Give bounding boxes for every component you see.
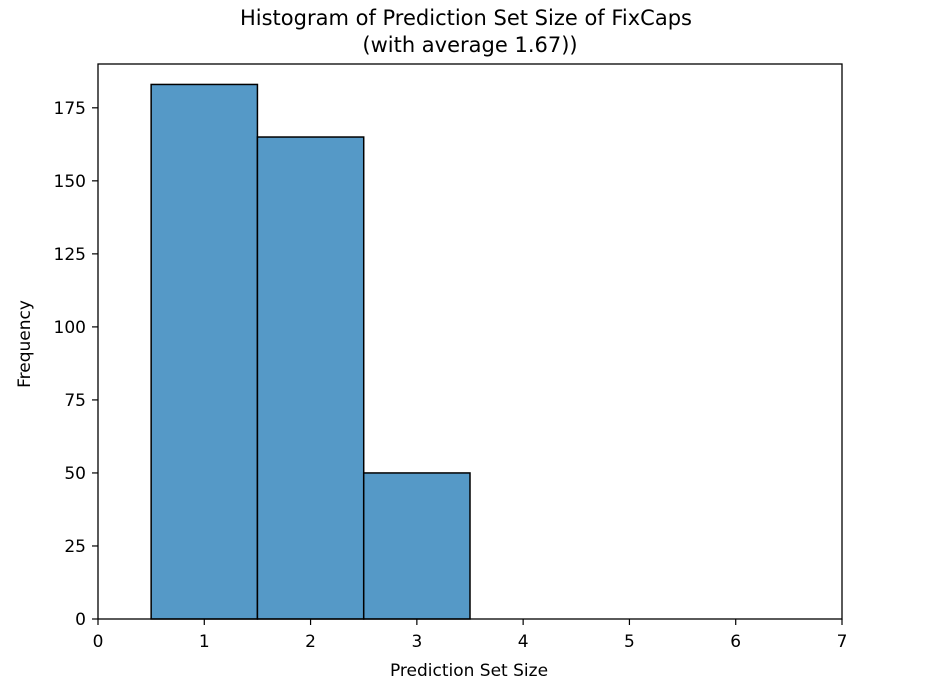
y-tick-label: 0 <box>75 610 86 630</box>
y-tick-label: 175 <box>54 99 86 119</box>
x-tick-label: 5 <box>624 632 635 652</box>
y-tick-label: 125 <box>54 245 86 265</box>
x-tick-label: 0 <box>93 632 104 652</box>
histogram-bar-3 <box>362 472 471 620</box>
x-tick-label: 1 <box>199 632 210 652</box>
y-tick-label: 25 <box>64 537 86 557</box>
x-tick-label: 3 <box>411 632 422 652</box>
x-tick-label: 4 <box>518 632 529 652</box>
x-tick-label: 6 <box>730 632 741 652</box>
x-tick-label: 2 <box>305 632 316 652</box>
histogram-bars <box>150 83 471 620</box>
x-axis-label: Prediction Set Size <box>390 661 548 679</box>
y-axis-ticks: 0 25 50 75 100 125 150 175 <box>54 99 98 630</box>
chart-title-line1: Histogram of Prediction Set Size of FixC… <box>240 6 692 30</box>
y-tick-label: 50 <box>64 464 86 484</box>
y-tick-label: 150 <box>54 172 86 192</box>
x-tick-label: 7 <box>837 632 848 652</box>
histogram-bar-2 <box>256 136 365 620</box>
x-axis-ticks: 0 1 2 3 4 5 6 7 <box>93 619 848 652</box>
histogram-bar-1 <box>150 83 259 620</box>
y-axis-label: Frequency <box>15 300 35 388</box>
plot-area-frame <box>97 63 843 620</box>
chart-title: Histogram of Prediction Set Size of FixC… <box>240 6 692 57</box>
chart-title-line2: (with average 1.67)) <box>362 33 577 57</box>
y-tick-label: 100 <box>54 318 86 338</box>
y-tick-label: 75 <box>64 391 86 411</box>
